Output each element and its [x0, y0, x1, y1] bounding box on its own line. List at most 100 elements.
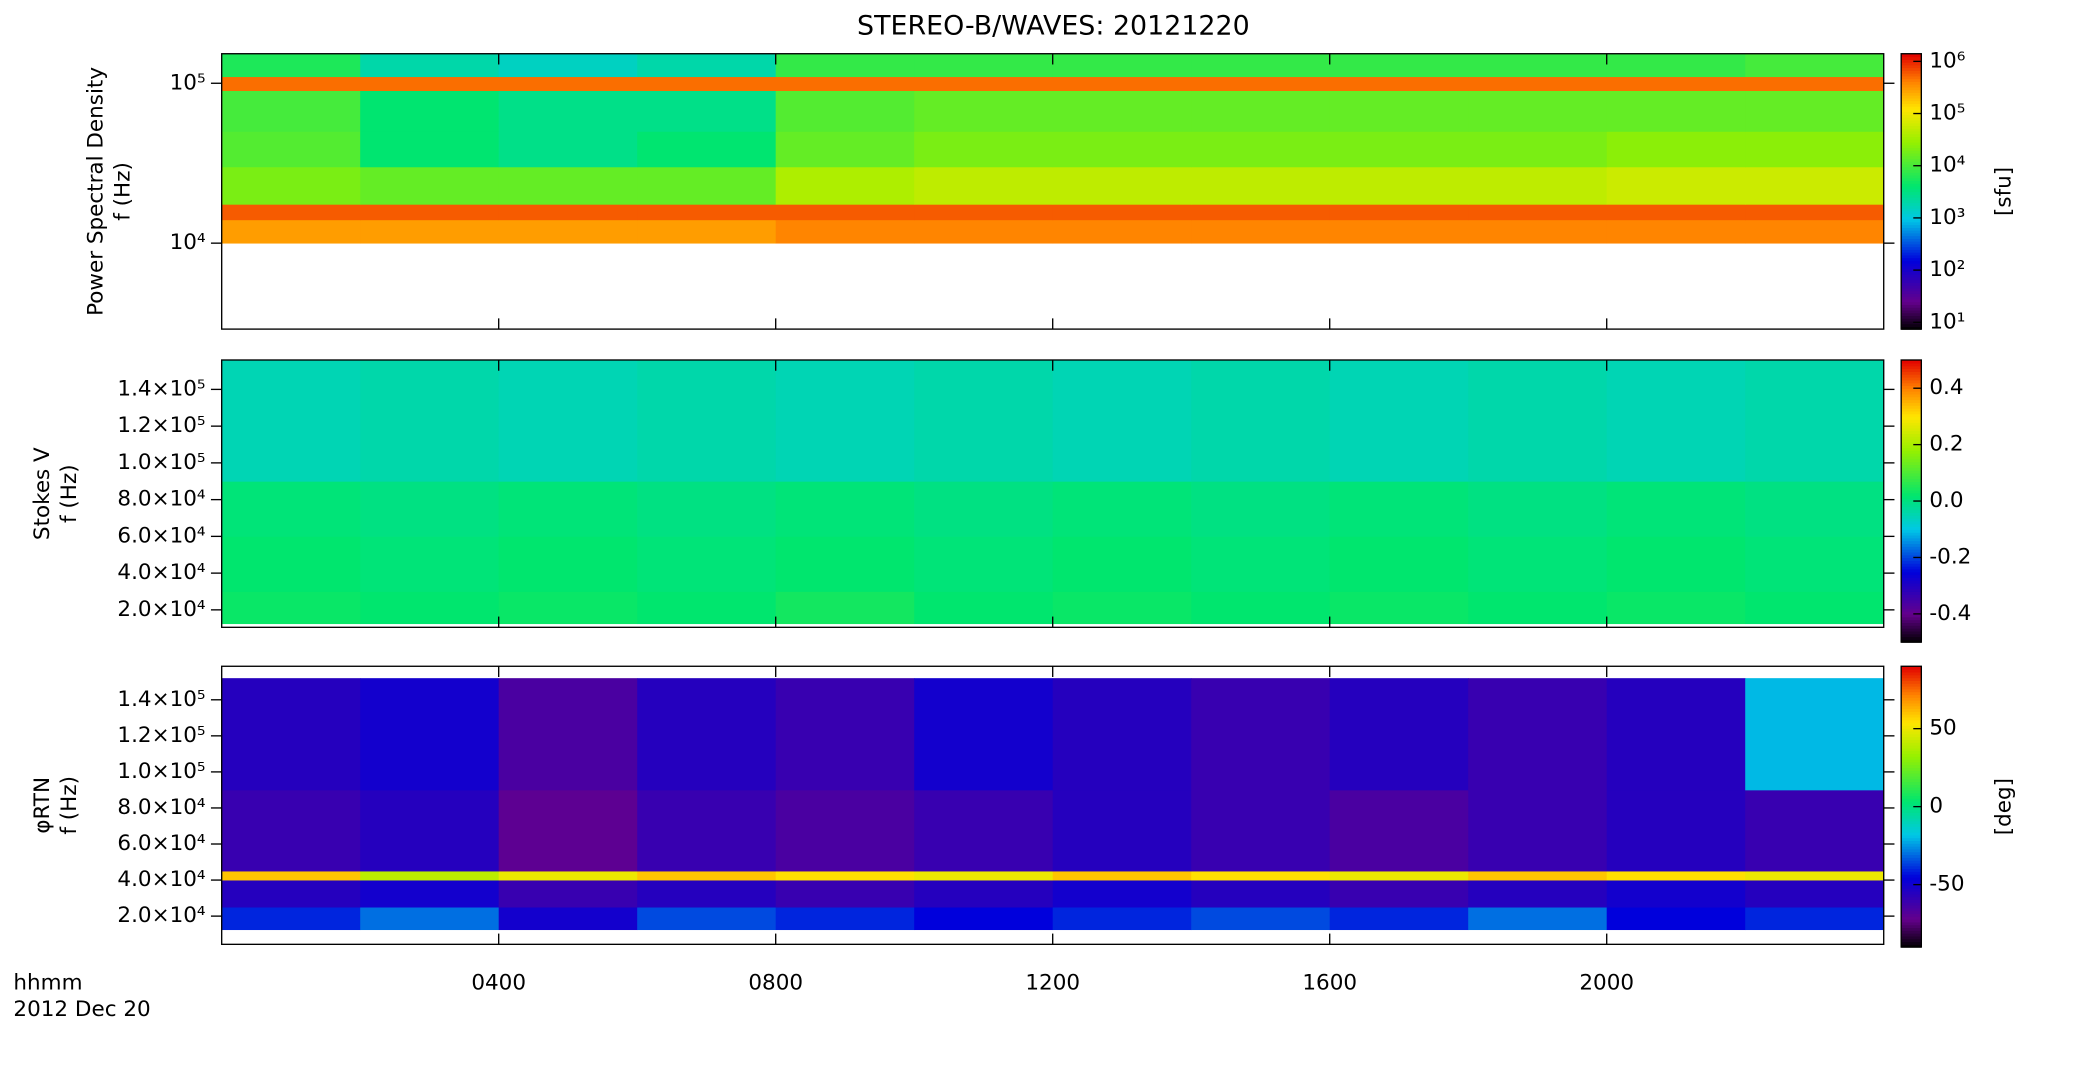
heatmap-cell — [1191, 591, 1331, 625]
colorbar-tick-label: -0.2 — [1929, 544, 1971, 569]
heatmap-cell — [1745, 76, 1885, 91]
colorbar-step — [1901, 376, 1922, 381]
colorbar-step — [1901, 742, 1922, 746]
heatmap-cell — [360, 536, 500, 592]
heatmap-cell — [1329, 591, 1469, 625]
colorbar-frame — [1900, 53, 1923, 330]
y-axis-label: f (Hz) — [57, 776, 82, 835]
colorbar-step — [1901, 888, 1922, 892]
heatmap-cell — [1745, 131, 1885, 168]
heatmap-cell — [1468, 204, 1608, 221]
colorbar-step — [1901, 862, 1922, 867]
heatmap-cell — [1329, 204, 1469, 221]
heatmap-cell — [914, 360, 1054, 482]
heatmap-cell — [221, 880, 361, 908]
heatmap-cell — [775, 678, 915, 791]
colorbar-step — [1901, 517, 1922, 522]
heatmap-cell — [1468, 789, 1608, 872]
y-tick-label: 8.0×10⁴ — [117, 487, 205, 512]
colorbar-step — [1901, 180, 1922, 184]
colorbar-step — [1901, 238, 1922, 242]
heatmap-cell — [498, 591, 638, 625]
colorbar-step — [1901, 413, 1922, 418]
colorbar-step — [1901, 92, 1922, 96]
heatmap-cell — [1191, 166, 1331, 205]
colorbar-tick-label: 0.2 — [1929, 432, 1963, 457]
colorbar-step — [1901, 75, 1922, 80]
colorbar-step — [1901, 874, 1922, 878]
heatmap-cell — [1052, 53, 1192, 78]
colorbar-tick-label: 10³ — [1929, 205, 1965, 230]
colorbar-step — [1901, 177, 1922, 182]
heatmap-cell — [498, 871, 638, 881]
colorbar-step — [1901, 775, 1922, 780]
colorbar-step — [1901, 207, 1922, 212]
colorbar-step — [1901, 205, 1922, 209]
heatmap-cell — [914, 131, 1054, 168]
colorbar-step — [1901, 136, 1922, 140]
heatmap-cell — [360, 204, 500, 221]
colorbar-step — [1901, 405, 1922, 409]
colorbar-step — [1901, 633, 1922, 638]
colorbar-step — [1901, 565, 1922, 570]
heatmap-cell — [360, 360, 500, 482]
heatmap-cell — [221, 678, 361, 791]
heatmap-cell — [1052, 219, 1192, 244]
colorbar-step — [1901, 166, 1922, 171]
colorbar-step — [1901, 758, 1922, 763]
colorbar-step — [1901, 854, 1922, 858]
colorbar-step — [1901, 371, 1922, 375]
colorbar-step — [1901, 67, 1922, 71]
heatmap-cell — [914, 166, 1054, 205]
colorbar-step — [1901, 501, 1922, 505]
colorbar-step — [1901, 551, 1922, 556]
heatmap-cell — [1052, 880, 1192, 908]
colorbar-step — [1901, 229, 1922, 234]
heatmap-cell — [498, 204, 638, 221]
colorbar-step — [1901, 918, 1922, 923]
colorbar-step — [1901, 671, 1922, 676]
colorbar-step — [1901, 103, 1922, 107]
heatmap-cell — [1191, 880, 1331, 908]
heatmap-cell — [1468, 90, 1608, 132]
heatmap-cell — [914, 880, 1054, 908]
colorbar-step — [1901, 560, 1922, 564]
heatmap-cell — [221, 907, 361, 931]
heatmap-cell — [1745, 880, 1885, 908]
colorbar-step — [1901, 416, 1922, 420]
colorbar-step — [1901, 885, 1922, 889]
heatmap-cell — [914, 871, 1054, 881]
colorbar-step — [1901, 803, 1922, 808]
colorbar-step — [1901, 677, 1922, 681]
colorbar-step — [1901, 711, 1922, 715]
colorbar-step — [1901, 410, 1922, 415]
colorbar-step — [1901, 786, 1922, 791]
colorbar-tick-label: 10⁶ — [1929, 48, 1965, 73]
heatmap-cell — [1191, 907, 1331, 931]
colorbar-step — [1901, 419, 1922, 423]
colorbar-step — [1901, 523, 1922, 528]
colorbar-step — [1901, 117, 1922, 121]
colorbar-label: [sfu] — [1992, 167, 2017, 216]
colorbar-step — [1901, 927, 1922, 931]
heatmap-cell — [637, 591, 777, 625]
colorbar-step — [1901, 326, 1922, 330]
colorbar-step — [1901, 172, 1922, 176]
colorbar-tick-label: 10⁴ — [1929, 153, 1965, 178]
colorbar-step — [1901, 506, 1922, 511]
colorbar-step — [1901, 784, 1922, 788]
colorbar-step — [1901, 688, 1922, 693]
heatmap-cell — [914, 76, 1054, 91]
heatmap-cell — [637, 166, 777, 205]
colorbar-step — [1901, 169, 1922, 173]
heatmap-cell — [914, 678, 1054, 791]
heatmap-cell — [1606, 907, 1746, 931]
colorbar-step — [1901, 196, 1922, 201]
colorbar-step — [1901, 293, 1922, 297]
heatmap-cell — [1468, 360, 1608, 482]
colorbar-step — [1901, 537, 1922, 542]
heatmap-cell — [1606, 481, 1746, 537]
colorbar-step — [1901, 705, 1922, 710]
colorbar-step — [1901, 871, 1922, 875]
colorbar-step — [1901, 290, 1922, 294]
